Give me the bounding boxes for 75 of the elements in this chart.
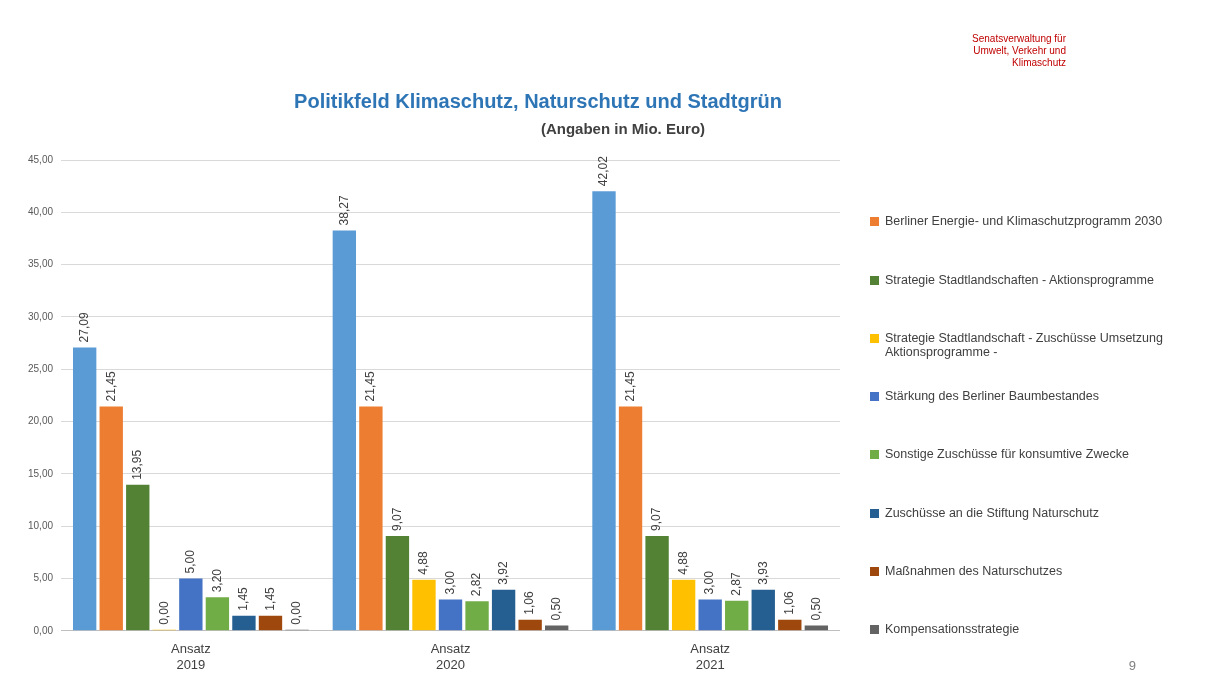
bar bbox=[778, 619, 802, 631]
text: Senatsverwaltung für Umwelt, Verkehr und Klimaschutz bbox=[971, 33, 1066, 69]
data-label: 0,50 bbox=[808, 596, 823, 621]
data-label: 0,00 bbox=[289, 601, 304, 625]
bar bbox=[491, 589, 516, 631]
bar bbox=[438, 599, 463, 631]
data-label: 2,87 bbox=[729, 572, 744, 596]
bar bbox=[332, 230, 357, 631]
data-label: 3,92 bbox=[495, 561, 510, 585]
data-label: 38,27 bbox=[336, 195, 351, 226]
data-label: 3,20 bbox=[209, 568, 224, 593]
data-label: 1,45 bbox=[262, 586, 277, 611]
bar bbox=[205, 597, 230, 631]
data-label: 27,09 bbox=[76, 312, 91, 343]
data-label: 21,45 bbox=[363, 371, 378, 402]
legend-label: Stärkung des Berliner Baumbestandes bbox=[885, 389, 1100, 403]
data-label: 0,00 bbox=[156, 601, 171, 625]
y-tick-label: 40,00 bbox=[27, 206, 54, 218]
bar bbox=[671, 579, 696, 631]
bar bbox=[258, 615, 283, 631]
y-tick-label: 10,00 bbox=[27, 519, 54, 531]
bar bbox=[179, 578, 203, 631]
legend-label: Maßnahmen des Naturschutzes bbox=[885, 563, 1063, 578]
bar bbox=[751, 589, 775, 631]
bar bbox=[518, 619, 542, 631]
data-label: 0,50 bbox=[549, 596, 563, 621]
legend-label: Zuschüsse an die Stiftung Naturschutz bbox=[885, 505, 1100, 520]
data-label: 3,93 bbox=[755, 561, 770, 585]
data-label: 13,95 bbox=[130, 449, 145, 480]
data-label: 1,06 bbox=[782, 591, 797, 615]
y-tick-label: 30,00 bbox=[27, 310, 54, 322]
bar bbox=[645, 535, 669, 631]
data-label: 2,82 bbox=[469, 572, 484, 597]
data-label: 5,00 bbox=[183, 549, 198, 574]
bar bbox=[359, 406, 383, 631]
data-label: 4,88 bbox=[675, 551, 690, 575]
x-tick-label: Ansatz 2020 bbox=[430, 641, 471, 672]
bar bbox=[725, 600, 749, 631]
bar bbox=[592, 191, 616, 631]
data-label: 3,00 bbox=[702, 570, 717, 595]
data-label: 9,07 bbox=[389, 507, 404, 531]
data-label: 3,00 bbox=[442, 570, 457, 595]
bar bbox=[698, 599, 722, 631]
x-tick-label: Ansatz 2021 bbox=[690, 641, 731, 672]
legend-label: Sonstige Zuschüsse für konsumtive Zwecke bbox=[885, 447, 1129, 462]
bar bbox=[232, 615, 256, 631]
data-label: 21,45 bbox=[103, 371, 118, 402]
y-tick-label: 35,00 bbox=[27, 258, 54, 270]
legend-label: Berliner Energie- und Klimaschutzprogramm 2030 bbox=[885, 214, 1163, 229]
chart-title: Politikfeld Klimaschutz, Naturschutz und Stadtgrün bbox=[293, 90, 783, 113]
data-label: 42,02 bbox=[596, 155, 611, 187]
data-label: 9,07 bbox=[649, 507, 664, 531]
bar bbox=[73, 347, 97, 631]
y-tick-label: 45,00 bbox=[27, 153, 54, 165]
y-tick-label: 15,00 bbox=[27, 467, 54, 479]
data-label: 4,88 bbox=[416, 551, 431, 575]
y-tick-label: 20,00 bbox=[27, 415, 54, 427]
bar bbox=[99, 406, 123, 631]
legend-label: Strategie Stadtlandschaft - Zuschüsse Umsetzung Aktionsprogramme - bbox=[885, 330, 1164, 359]
bar bbox=[412, 579, 436, 631]
bar bbox=[126, 484, 150, 631]
data-label: 1,45 bbox=[236, 586, 251, 611]
bar bbox=[618, 406, 643, 631]
bar bbox=[465, 601, 489, 631]
legend-label: Strategie Stadtlandschaften - Aktionsprogramme bbox=[885, 272, 1154, 287]
y-tick-label: 25,00 bbox=[27, 362, 54, 374]
legend-label: Kompensationsstrategie bbox=[885, 622, 1020, 636]
data-label: 1,06 bbox=[522, 591, 537, 615]
y-tick-label: 5,00 bbox=[33, 572, 54, 584]
text: 9 bbox=[1128, 658, 1136, 673]
bar bbox=[385, 535, 410, 631]
x-tick-label: Ansatz 2019 bbox=[170, 641, 211, 672]
y-tick-label: 0,00 bbox=[33, 624, 54, 636]
chart-subtitle: (Angaben in Mio. Euro) bbox=[539, 120, 707, 137]
data-label: 21,45 bbox=[622, 371, 637, 402]
